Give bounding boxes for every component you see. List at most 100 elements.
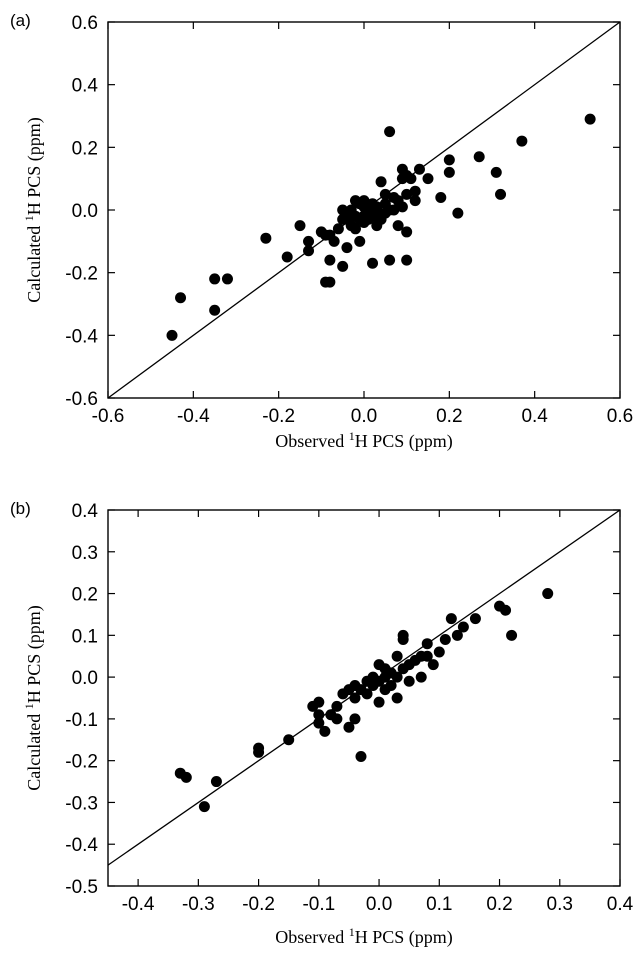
data-point [209, 273, 221, 285]
data-point [495, 188, 507, 200]
data-point [409, 195, 421, 207]
data-point [349, 713, 361, 725]
data-point [421, 638, 433, 650]
x-tick-label: -0.1 [302, 894, 335, 915]
data-point [354, 235, 366, 247]
data-point [253, 746, 265, 758]
data-point [328, 235, 340, 247]
y-tick-label: 0.2 [72, 138, 98, 159]
data-point [221, 273, 233, 285]
panel-b: (b) -0.4 -0.3 -0.2 -0.1 0.0 0.1 0.2 0.3 0.4 -0.5 -0… [10, 499, 634, 948]
x-axis-label-suffix: H PCS (ppm) [355, 431, 453, 452]
panel-label: (b) [10, 499, 31, 518]
data-point [294, 220, 306, 232]
x-axis-label-prefix: Observed [275, 431, 348, 451]
data-point [324, 276, 336, 288]
y-tick-label: -0.2 [65, 264, 98, 285]
y-axis-label-suffix: H PCS (ppm) [24, 117, 45, 215]
data-point [392, 220, 404, 232]
data-point [443, 166, 455, 178]
data-point [332, 223, 344, 235]
y-tick-label: 0.0 [72, 201, 98, 222]
data-point [313, 696, 325, 708]
y-tick-label: -0.5 [65, 877, 98, 898]
y-axis-label-prefix: Calculated [24, 709, 44, 790]
y-axis-label-suffix: H PCS (ppm) [24, 605, 45, 703]
data-point [384, 126, 396, 138]
y-tick-label: -0.1 [65, 710, 98, 731]
data-point [490, 166, 502, 178]
data-point [349, 692, 361, 704]
data-point [433, 646, 445, 658]
x-axis-label-suffix: H PCS (ppm) [355, 927, 453, 948]
x-tick-label: 0.1 [426, 894, 452, 915]
x-tick-label: -0.2 [262, 406, 295, 427]
data-point [421, 650, 433, 662]
data-point [361, 688, 373, 700]
data-point [331, 713, 343, 725]
x-tick-label: 0.0 [351, 406, 377, 427]
data-point [452, 207, 464, 219]
data-point [175, 292, 187, 304]
data-point [403, 675, 415, 687]
data-point [451, 629, 463, 641]
data-point [373, 696, 385, 708]
data-point [439, 634, 451, 646]
x-axis-label: Observed 1H PCS (ppm) [275, 925, 453, 948]
x-tick-label: 0.3 [547, 894, 573, 915]
x-tick-label: -0.3 [182, 894, 215, 915]
data-point [401, 254, 413, 266]
data-point [384, 254, 396, 266]
y-tick-label: 0.6 [72, 13, 98, 34]
y-tick-label: -0.4 [65, 326, 98, 347]
data-point [371, 201, 383, 213]
data-point [324, 254, 336, 266]
data-point [405, 173, 417, 185]
y-axis-label-sup: 1 [22, 215, 36, 221]
data-point [422, 173, 434, 185]
data-point [473, 151, 485, 163]
data-point [281, 251, 293, 263]
x-tick-label: -0.4 [177, 406, 210, 427]
y-tick-label: 0.0 [72, 668, 98, 689]
x-tick-label: 0.2 [486, 894, 512, 915]
plot-frame [107, 509, 621, 887]
y-tick-label: 0.2 [72, 585, 98, 606]
x-tick-label: 0.4 [521, 406, 548, 427]
y-axis-label: Calculated 1H PCS (ppm) [22, 605, 45, 790]
data-point [337, 204, 349, 216]
y-tick-label: -0.6 [65, 389, 98, 410]
data-point [401, 226, 413, 238]
data-point [506, 629, 518, 641]
data-point [388, 204, 400, 216]
data-point [375, 176, 387, 188]
panel-label: (a) [10, 11, 31, 30]
y-axis-label: Calculated 1H PCS (ppm) [22, 117, 45, 302]
data-point [445, 613, 457, 625]
data-point [409, 185, 421, 197]
data-point [355, 750, 367, 762]
y-axis-label-prefix: Calculated [24, 221, 44, 302]
data-point [337, 260, 349, 272]
data-point [283, 734, 295, 746]
x-tick-label: 0.2 [436, 406, 462, 427]
data-point [413, 163, 425, 175]
data-point [584, 113, 596, 125]
data-point [210, 776, 222, 788]
y-axis-label-sup: 1 [22, 703, 36, 709]
data-point [319, 725, 331, 737]
data-point [331, 700, 343, 712]
x-tick-label: -0.4 [122, 894, 155, 915]
data-point [542, 588, 554, 600]
data-point [367, 257, 379, 269]
data-point [435, 191, 447, 203]
y-tick-label: -0.4 [65, 835, 98, 856]
data-point [457, 621, 469, 633]
data-point [396, 201, 408, 213]
y-tick-label: 0.1 [72, 626, 98, 647]
x-axis-label-sup: 1 [349, 429, 355, 443]
data-point [443, 154, 455, 166]
data-point [427, 659, 439, 671]
data-point [198, 801, 210, 813]
data-point [469, 613, 481, 625]
